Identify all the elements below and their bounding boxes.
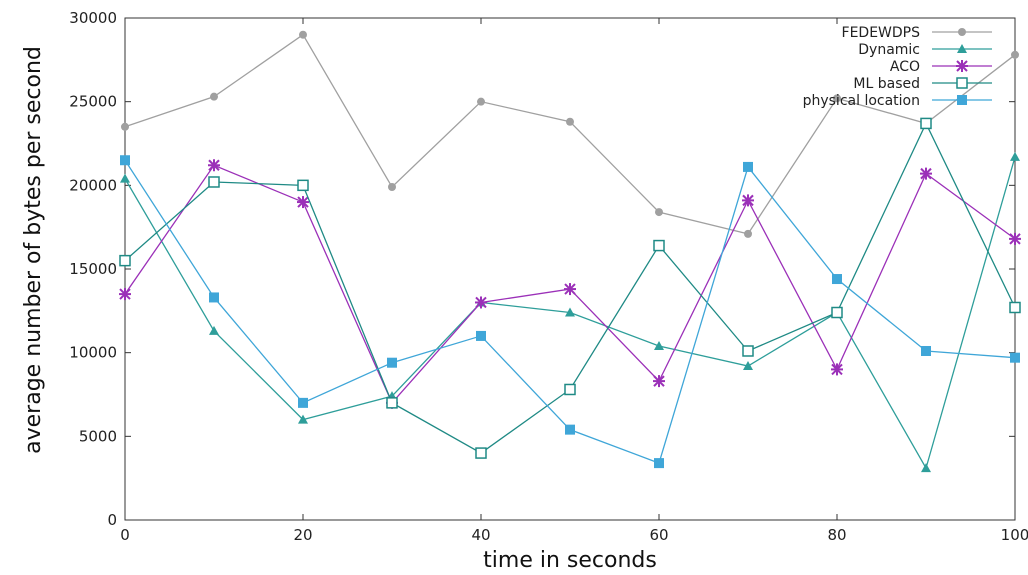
legend-label: FEDEWDPS (842, 25, 921, 41)
data-point-physical-location (476, 330, 486, 341)
data-point-aco (653, 375, 665, 388)
data-point-ml-based (297, 179, 309, 192)
data-point-fedewdps (1011, 50, 1019, 59)
legend-label: ML based (853, 76, 920, 92)
data-point-fedewdps (388, 183, 396, 192)
y-tick-label: 30000 (69, 9, 117, 27)
data-point-fedewdps (477, 97, 485, 106)
data-point-fedewdps (655, 208, 663, 217)
data-point-fedewdps (121, 122, 129, 131)
data-point-ml-based (1009, 301, 1021, 314)
series-aco (119, 159, 1021, 409)
data-point-aco (119, 288, 131, 301)
series-line-fedewdps (124, 33, 1016, 235)
data-point-dynamic (120, 173, 130, 183)
data-point-ml-based (119, 254, 131, 267)
legend-swatch-marker (957, 95, 967, 105)
data-point-dynamic (298, 414, 308, 424)
data-point-ml-based (208, 176, 220, 188)
x-tick-label: 40 (471, 526, 490, 544)
x-tick-label: 20 (293, 526, 312, 544)
y-tick-label: 25000 (69, 93, 117, 111)
data-point-dynamic (209, 325, 219, 335)
data-point-dynamic (565, 307, 575, 317)
series-fedewdps (121, 30, 1019, 238)
data-point-fedewdps (566, 117, 574, 126)
x-axis-title: time in seconds (483, 548, 657, 573)
series-dynamic (120, 151, 1020, 473)
data-point-dynamic (654, 340, 664, 350)
data-point-ml-based (920, 117, 932, 130)
data-point-aco (475, 296, 487, 309)
data-point-fedewdps (833, 94, 841, 103)
y-axis: 0 5000 10000 15000 20000 25000 30000 (69, 9, 1015, 529)
legend-swatch-marker (958, 28, 966, 36)
data-point-aco (297, 196, 309, 209)
series-physical-location (120, 155, 1020, 469)
series-layer (119, 30, 1021, 473)
y-axis-title: average number of bytes per second (21, 46, 46, 454)
series-ml-based (119, 117, 1021, 459)
data-point-physical-location (120, 155, 130, 166)
y-tick-label: 15000 (69, 260, 117, 278)
x-axis: 0 20 40 60 80 100 (120, 18, 1028, 544)
data-point-fedewdps (299, 30, 307, 39)
data-point-fedewdps (744, 229, 752, 238)
data-point-ml-based (386, 397, 398, 409)
data-point-physical-location (921, 345, 931, 356)
data-point-physical-location (298, 397, 308, 408)
y-tick-label: 10000 (69, 344, 117, 362)
legend-label: Dynamic (858, 42, 920, 58)
data-point-physical-location (832, 274, 842, 285)
data-point-fedewdps (210, 92, 218, 101)
x-tick-label: 80 (827, 526, 846, 544)
y-tick-label: 20000 (69, 176, 117, 194)
data-point-dynamic (921, 463, 931, 473)
data-point-aco (831, 363, 843, 376)
data-point-aco (1009, 232, 1021, 245)
data-point-aco (564, 283, 576, 296)
x-tick-label: 0 (120, 526, 130, 544)
data-point-aco (742, 194, 754, 207)
y-tick-label: 5000 (79, 427, 117, 445)
y-tick-label: 0 (107, 511, 117, 529)
data-point-physical-location (1010, 352, 1020, 363)
data-point-physical-location (565, 424, 575, 435)
x-tick-label: 60 (649, 526, 668, 544)
legend-label: physical location (803, 93, 920, 109)
legend-swatch-marker (956, 77, 968, 89)
data-point-aco (208, 159, 220, 172)
data-point-physical-location (387, 357, 397, 368)
data-point-physical-location (654, 458, 664, 469)
data-point-ml-based (653, 239, 665, 252)
data-point-dynamic (1010, 151, 1020, 161)
x-tick-label: 100 (1001, 526, 1028, 544)
data-point-ml-based (475, 447, 487, 459)
legend-swatch-marker (957, 44, 967, 53)
legend-swatch-marker (956, 60, 968, 72)
data-point-ml-based (564, 383, 576, 396)
data-point-physical-location (209, 292, 219, 303)
data-point-ml-based (742, 345, 754, 357)
data-point-physical-location (743, 161, 753, 172)
data-point-ml-based (831, 306, 843, 319)
data-point-dynamic (743, 361, 753, 371)
legend-label: ACO (890, 59, 920, 75)
data-point-aco (920, 167, 932, 180)
